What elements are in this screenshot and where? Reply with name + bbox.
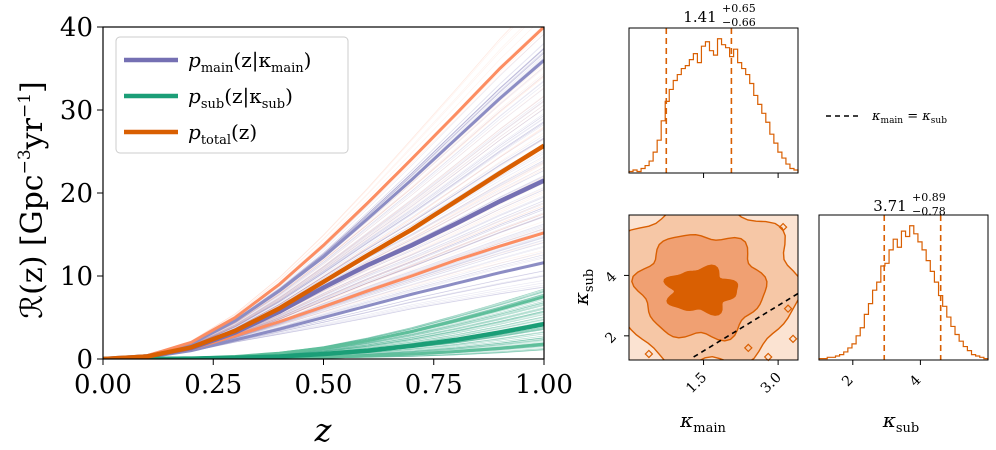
posterior-draw-line — [103, 163, 544, 359]
hist1-title: 1.41 — [683, 8, 716, 26]
rate-evolution-panel: 0.00 0.25 0.50 0.75 1.00 0 10 20 30 40 pmain(z|κm… — [15, 13, 573, 449]
legend-entry-total: ptotal(z) — [188, 120, 257, 148]
kappa-sub-histogram — [818, 215, 989, 360]
hist1-frame — [628, 27, 799, 174]
hist1-title-minus: −0.66 — [722, 16, 756, 29]
y-axis-label: ℛ(z) [Gpc−3yr−1] — [15, 81, 50, 319]
outlier-marker — [783, 304, 793, 314]
y-tick-label: 20 — [60, 179, 93, 209]
y-tick-label: 40 — [60, 13, 93, 43]
legend: pmain(z|κmain) psub(z|κsub) ptotal(z) — [115, 36, 349, 154]
corner-legend-label: κmain = κsub — [871, 109, 947, 126]
corner-x1-label: κmain — [679, 408, 726, 436]
main-axis-ticks: 0.00 0.25 0.50 0.75 1.00 0 10 20 30 40 — [60, 13, 573, 400]
median-line-p-total — [103, 143, 544, 359]
hist3-title-minus: −0.78 — [912, 205, 946, 218]
hist3-frame — [818, 214, 989, 361]
contour-inner — [663, 264, 739, 316]
legend-entry-main: pmain(z|κmain) — [188, 48, 311, 76]
x-tick-label: 1.00 — [515, 370, 573, 400]
joint-posterior — [629, 215, 798, 362]
kappa-main-histogram — [628, 28, 799, 173]
outlier-marker — [644, 349, 654, 359]
x-tick-label: 0.25 — [184, 370, 242, 400]
corner-tick-label: 2 — [839, 372, 857, 390]
hist1-title-plus: +0.65 — [722, 2, 756, 15]
hist3-title: 3.71 — [873, 197, 906, 215]
outlier-marker — [763, 352, 773, 362]
hist3-title-plus: +0.89 — [912, 191, 946, 204]
x-tick-label: 0.50 — [295, 370, 353, 400]
band-line-upper — [103, 27, 544, 359]
legend-entry-sub: psub(z|κsub) — [188, 84, 293, 112]
corner-y-label: κsub — [569, 269, 597, 307]
x-tick-label: 0.75 — [405, 370, 463, 400]
equality-reference-line — [693, 292, 798, 358]
posterior-draw-line — [103, 190, 544, 359]
x-axis-label: z — [314, 411, 333, 449]
corner-tick-label: 2 — [602, 329, 620, 347]
y-tick-label: 0 — [76, 345, 93, 375]
x-tick-label: 0.00 — [74, 370, 132, 400]
posterior-draw-line — [103, 162, 544, 359]
outlier-marker — [778, 222, 788, 232]
corner-tick-label: 1.5 — [683, 370, 710, 397]
corner-tick-label: 4 — [907, 372, 925, 390]
outlier-marker — [743, 343, 753, 353]
y-tick-label: 10 — [60, 262, 93, 292]
corner-tick-label: 4 — [602, 269, 620, 287]
hist2d-frame — [628, 214, 799, 361]
corner-plot: 1.41 +0.65 −0.66 3.71 +0.89 −0.78 κmain … — [569, 2, 989, 436]
corner-tick-label: 3.0 — [758, 370, 785, 397]
histogram-step — [818, 225, 989, 360]
y-tick-label: 30 — [60, 96, 93, 126]
legend-frame — [115, 36, 349, 154]
histogram-step — [628, 38, 799, 173]
corner-x2-label: κsub — [882, 408, 920, 436]
outlier-marker — [788, 334, 798, 344]
